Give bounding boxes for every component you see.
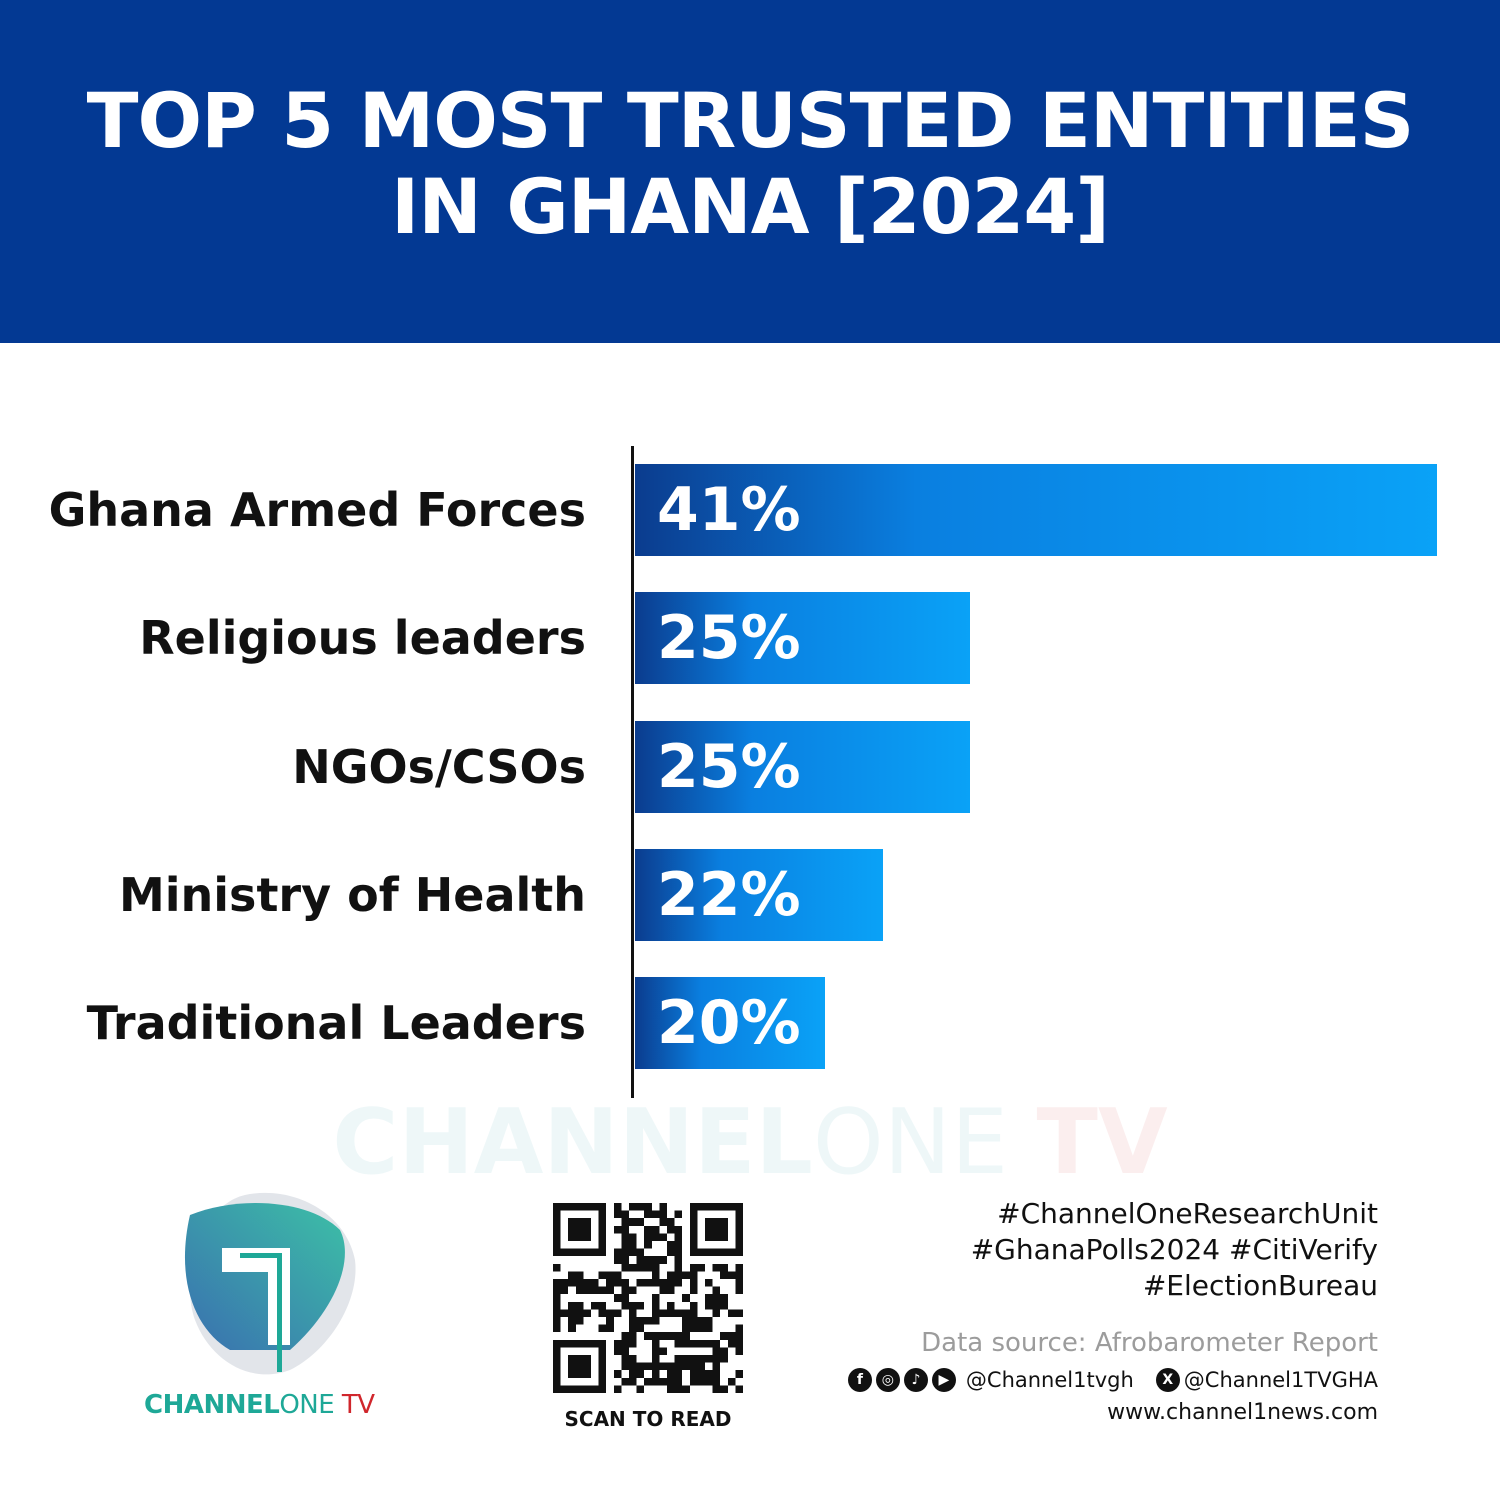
hashtag-line: #GhanaPolls2024 #CitiVerify (970, 1233, 1378, 1266)
data-label: 25% (657, 603, 801, 674)
facebook-icon[interactable]: f (847, 1368, 872, 1392)
category-label: Ministry of Health (119, 867, 586, 922)
x-icon[interactable]: X (1155, 1368, 1180, 1392)
instagram-icon[interactable]: ◎ (875, 1368, 900, 1392)
social-handle: @Channel1tvgh (965, 1368, 1134, 1392)
data-label: 20% (657, 988, 801, 1059)
data-label: 22% (657, 859, 801, 930)
qr-caption: SCAN TO READ (564, 1407, 732, 1431)
bar: 22% (635, 848, 883, 941)
qr-code[interactable] (553, 1203, 743, 1393)
category-label: Religious leaders (139, 611, 586, 666)
page-title: TOP 5 MOST TRUSTED ENTITIES IN GHANA [20… (0, 78, 1500, 250)
data-label: 41% (657, 475, 801, 545)
channel-one-logo (184, 1192, 356, 1375)
social-handles: f ◎ ♪ ▶ @Channel1tvgh X @Channel1TVGHA (847, 1368, 1378, 1392)
title-line-2: IN GHANA [2024] (390, 162, 1110, 251)
category-label: NGOs/CSOs (292, 739, 586, 794)
y-axis-line (631, 446, 634, 1098)
watermark: CHANNELONE TV (332, 1090, 1168, 1195)
youtube-icon[interactable]: ▶ (931, 1368, 956, 1392)
bar: 25% (635, 720, 971, 813)
website-link[interactable]: www.channel1news.com (1107, 1400, 1378, 1425)
hashtag-line: #ChannelOneResearchUnit (997, 1197, 1378, 1230)
bar: 25% (635, 592, 971, 685)
category-label: Traditional Leaders (86, 996, 586, 1051)
hashtag-line: #ElectionBureau (1142, 1269, 1378, 1302)
bar: 41% (635, 464, 1437, 556)
bar: 20% (635, 977, 825, 1070)
title-line-1: TOP 5 MOST TRUSTED ENTITIES (86, 76, 1415, 165)
header-banner: TOP 5 MOST TRUSTED ENTITIES IN GHANA [20… (0, 0, 1500, 343)
hashtags: #ChannelOneResearchUnit #GhanaPolls2024 … (971, 1196, 1378, 1304)
tiktok-icon[interactable]: ♪ (903, 1368, 928, 1392)
data-label: 25% (657, 731, 801, 802)
logo-wordmark: CHANNELONE TV (144, 1390, 375, 1420)
x-handle: @Channel1TVGHA (1183, 1368, 1378, 1392)
category-label: Ghana Armed Forces (48, 483, 586, 537)
data-source: Data source: Afrobarometer Report (921, 1328, 1378, 1358)
